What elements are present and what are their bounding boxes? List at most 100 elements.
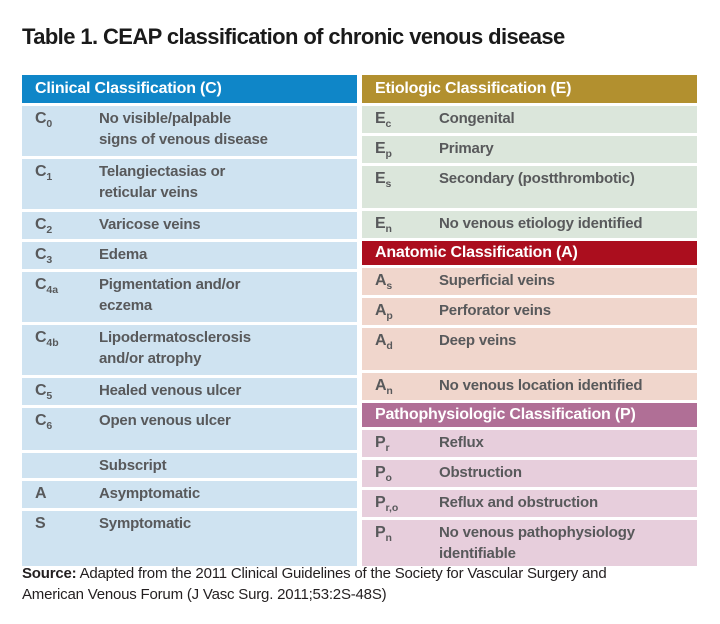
row-description: Perforator veins: [439, 302, 551, 319]
row-subscript: d: [386, 340, 393, 352]
row-code: Po: [375, 464, 392, 484]
row-subscript: 4a: [46, 284, 59, 296]
row-code: As: [375, 272, 393, 292]
table-row: Ec Congenital: [362, 106, 697, 133]
table-row: En No venous etiology identified: [362, 211, 697, 238]
anatomic-header: Anatomic Classification (A): [362, 241, 697, 265]
row-code: An: [375, 377, 393, 397]
row-code: Es: [375, 170, 392, 190]
row-subscript: c: [385, 118, 392, 130]
row-subscript: p: [385, 148, 392, 160]
row-code: C5: [35, 382, 53, 402]
table-row: Pr,o Reflux and obstruction: [362, 490, 697, 517]
row-code: A: [35, 485, 47, 502]
row-subscript: 1: [46, 171, 53, 183]
table-row: Ep Primary: [362, 136, 697, 163]
source-label: Source:: [22, 565, 77, 582]
row-subscript: 2: [46, 224, 53, 236]
row-description: Asymptomatic: [99, 485, 200, 502]
table-row: C1 Telangiectasias or reticular veins: [22, 159, 357, 209]
table-row: Pn No venous pathophysiology identifiabl…: [362, 520, 697, 566]
row-code: C0: [35, 110, 53, 130]
row-code: Ep: [375, 140, 392, 160]
row-subscript: r,o: [385, 502, 399, 514]
row-description: No visible/palpable signs of venous dise…: [99, 110, 268, 148]
row-description: Reflux and obstruction: [439, 494, 598, 511]
row-description: Telangiectasias or reticular veins: [99, 163, 226, 201]
row-subscript: 6: [46, 420, 53, 432]
row-subscript: 5: [46, 390, 53, 402]
table-row: C5 Healed venous ulcer: [22, 378, 357, 405]
page-title: Table 1. CEAP classification of chronic …: [22, 24, 565, 49]
row-subscript: r: [385, 442, 390, 454]
row-description: Obstruction: [439, 464, 522, 481]
table-row: S Symptomatic: [22, 511, 357, 566]
table-row: A Asymptomatic: [22, 481, 357, 508]
row-description: Congenital: [439, 110, 515, 127]
row-subscript: s: [385, 178, 392, 190]
clinical-header: Clinical Classification (C): [22, 75, 357, 103]
row-subscript: 3: [46, 254, 53, 266]
row-code: C1: [35, 163, 53, 183]
row-description: Healed venous ulcer: [99, 382, 242, 399]
pathophysiologic-header: Pathophysiologic Classification (P): [362, 403, 697, 427]
row-description: Lipodermatosclerosis and/or atrophy: [99, 329, 251, 367]
table-row: C2 Varicose veins: [22, 212, 357, 239]
row-description: Varicose veins: [99, 216, 201, 233]
row-code: Ad: [375, 332, 393, 352]
table-row: Po Obstruction: [362, 460, 697, 487]
etiologic-header: Etiologic Classification (E): [362, 75, 697, 103]
row-description: Symptomatic: [99, 515, 191, 532]
row-subscript: 0: [46, 118, 53, 130]
row-code: Ap: [375, 302, 393, 322]
table-row: As Superficial veins: [362, 268, 697, 295]
source-text: Adapted from the 2011 Clinical Guideline…: [22, 565, 607, 603]
row-subscript: n: [386, 385, 393, 397]
table-row: C0 No visible/palpable signs of venous d…: [22, 106, 357, 156]
row-subscript: o: [385, 472, 392, 484]
table-row: C4a Pigmentation and/or eczema: [22, 272, 357, 322]
row-subscript: p: [386, 310, 393, 322]
row-description: Subscript: [99, 457, 167, 474]
row-code: C4b: [35, 329, 59, 349]
row-subscript: n: [385, 532, 392, 544]
table-row: C4b Lipodermatosclerosis and/or atrophy: [22, 325, 357, 375]
row-description: Primary: [439, 140, 494, 157]
right-column: Etiologic Classification (E) Ec Congenit…: [362, 75, 697, 566]
row-description: Reflux: [439, 434, 484, 451]
table-row: C3 Edema: [22, 242, 357, 269]
clinical-column: Clinical Classification (C) C0 No visibl…: [22, 75, 357, 566]
row-subscript: 4b: [46, 337, 59, 349]
row-description: Open venous ulcer: [99, 412, 231, 429]
source-note: Source: Adapted from the 2011 Clinical G…: [22, 563, 670, 605]
row-description: No venous pathophysiology identifiable: [439, 524, 635, 562]
row-code: C3: [35, 246, 53, 266]
row-code: C6: [35, 412, 53, 432]
row-code: S: [35, 515, 46, 532]
row-description: Superficial veins: [439, 272, 555, 289]
row-description: Secondary (postthrombotic): [439, 170, 635, 187]
table-row: Ad Deep veins: [362, 328, 697, 370]
row-subscript: s: [386, 280, 393, 292]
row-description: Edema: [99, 246, 148, 263]
row-description: No venous location identified: [439, 377, 643, 394]
row-code: C4a: [35, 276, 59, 296]
table-row: Pr Reflux: [362, 430, 697, 457]
row-code: Ec: [375, 110, 392, 130]
table-row: Subscript: [22, 453, 357, 478]
row-subscript: n: [385, 223, 392, 235]
ceap-table: Clinical Classification (C) C0 No visibl…: [22, 75, 697, 566]
table-row: C6 Open venous ulcer: [22, 408, 357, 450]
row-code: En: [375, 215, 392, 235]
row-code: Pr: [375, 434, 390, 454]
table-row: Ap Perforator veins: [362, 298, 697, 325]
row-code: Pn: [375, 524, 392, 544]
row-description: Pigmentation and/or eczema: [99, 276, 241, 314]
table-row: Es Secondary (postthrombotic): [362, 166, 697, 208]
row-code: Pr,o: [375, 494, 399, 514]
table-row: An No venous location identified: [362, 373, 697, 400]
row-description: Deep veins: [439, 332, 517, 349]
row-description: No venous etiology identified: [439, 215, 643, 232]
row-code: C2: [35, 216, 53, 236]
